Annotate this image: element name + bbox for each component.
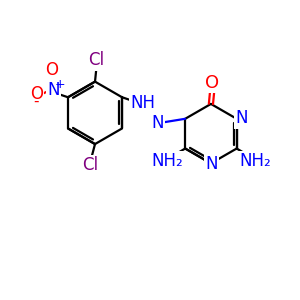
Text: O: O [206,74,220,92]
Text: NH₂: NH₂ [151,152,183,170]
Text: Cl: Cl [82,156,99,174]
Text: O: O [45,61,58,79]
Text: +: + [54,78,65,91]
Text: O: O [30,85,43,103]
Text: Cl: Cl [88,51,105,69]
Text: -: - [33,94,39,109]
Text: NH: NH [130,94,155,112]
Text: N: N [152,113,164,131]
Text: NH₂: NH₂ [239,152,271,170]
Text: N: N [205,155,218,173]
Text: N: N [47,81,59,99]
Text: N: N [236,109,248,127]
